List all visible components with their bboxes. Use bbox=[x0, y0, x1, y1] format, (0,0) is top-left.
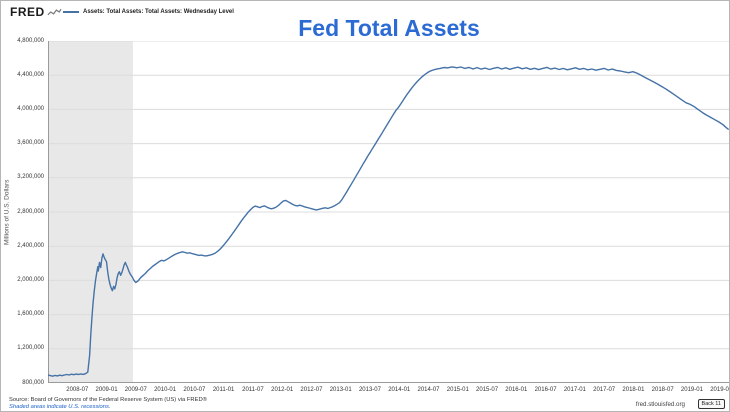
x-tick-label: 2015-07 bbox=[476, 387, 499, 393]
x-tick-label: 2014-07 bbox=[417, 387, 440, 393]
plot-svg bbox=[48, 41, 729, 383]
x-tick-label: 2014-01 bbox=[388, 387, 411, 393]
recession-note-link[interactable]: Shaded areas indicate U.S. recessions. bbox=[9, 404, 111, 410]
x-tick-label: 2011-01 bbox=[212, 387, 235, 393]
x-tick-label: 2009-07 bbox=[124, 387, 147, 393]
y-tick-label: 4,000,000 bbox=[17, 105, 44, 112]
y-tick-label: 3,600,000 bbox=[17, 140, 44, 147]
y-tick-label: 1,200,000 bbox=[17, 345, 44, 352]
legend: Assets: Total Assets: Total Assets: Wedn… bbox=[63, 9, 234, 15]
x-tick-label: 2018-07 bbox=[651, 387, 674, 393]
x-tick-label: 2012-07 bbox=[300, 387, 323, 393]
x-tick-label: 2011-07 bbox=[242, 387, 264, 393]
back-button[interactable]: Back 11 bbox=[697, 399, 725, 409]
x-tick-label: 2008-07 bbox=[66, 387, 89, 393]
y-tick-label: 4,800,000 bbox=[17, 37, 44, 44]
y-tick-label: 2,000,000 bbox=[17, 276, 44, 283]
x-tick-label: 2009-01 bbox=[95, 387, 118, 393]
fred-logo-chart-icon bbox=[47, 8, 62, 16]
site-url: fred.stlouisfed.org bbox=[635, 401, 685, 408]
x-tick-label: 2019-01 bbox=[680, 387, 703, 393]
x-tick-label: 2019-07 bbox=[710, 387, 729, 393]
header: FRED Assets: Total Assets: Total Assets:… bbox=[1, 1, 729, 21]
x-tick-label: 2018-01 bbox=[622, 387, 645, 393]
x-tick-label: 2017-07 bbox=[593, 387, 616, 393]
legend-label: Assets: Total Assets: Total Assets: Wedn… bbox=[83, 9, 234, 15]
source-note: Source: Board of Governors of the Federa… bbox=[9, 397, 207, 403]
y-tick-label: 3,200,000 bbox=[17, 174, 44, 181]
fred-logo: FRED bbox=[10, 5, 62, 19]
y-tick-label: 800,000 bbox=[22, 379, 44, 386]
fred-logo-text: FRED bbox=[10, 5, 45, 19]
x-tick-label: 2012-01 bbox=[271, 387, 294, 393]
x-tick-label: 2010-01 bbox=[154, 387, 177, 393]
x-tick-label: 2013-07 bbox=[358, 387, 381, 393]
x-tick-label: 2016-01 bbox=[505, 387, 528, 393]
x-tick-label: 2017-01 bbox=[563, 387, 586, 393]
legend-line-swatch bbox=[63, 11, 79, 13]
y-tick-label: 4,400,000 bbox=[17, 71, 44, 78]
y-tick-label: 2,400,000 bbox=[17, 242, 44, 249]
y-tick-label: 2,800,000 bbox=[17, 208, 44, 215]
y-tick-label: 1,600,000 bbox=[17, 311, 44, 318]
x-tick-label: 2010-07 bbox=[183, 387, 206, 393]
x-tick-label: 2015-01 bbox=[446, 387, 469, 393]
x-tick-label: 2016-07 bbox=[534, 387, 557, 393]
x-tick-label: 2013-01 bbox=[329, 387, 352, 393]
